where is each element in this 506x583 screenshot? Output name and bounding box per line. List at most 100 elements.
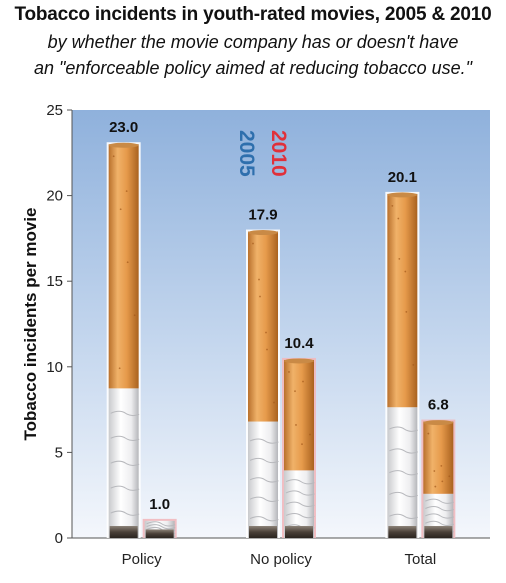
filter-speck — [309, 433, 311, 436]
paper-fold — [425, 506, 455, 512]
cigarette-filter — [284, 359, 314, 471]
filter-speck — [112, 155, 115, 158]
paper-fold — [249, 516, 279, 522]
cigarette-filter — [387, 193, 418, 408]
cigarette-graphic — [248, 230, 279, 538]
filter-speck — [391, 204, 394, 207]
filter-speck — [440, 464, 443, 467]
y-tick-label: 10 — [46, 359, 63, 376]
paper-fold — [146, 521, 176, 527]
paper-fold — [285, 479, 315, 485]
filter-speck — [265, 331, 267, 334]
cigarette-ash — [285, 526, 313, 538]
paper-fold — [110, 410, 140, 417]
y-axis-label: Tobacco incidents per movie — [21, 207, 40, 440]
cigarette-graphic — [144, 520, 176, 538]
chart-subtitle-line-1: by whether the movie company has or does… — [47, 32, 459, 52]
filter-speck — [252, 242, 254, 245]
filter-speck — [398, 257, 401, 260]
paper-fold — [110, 460, 140, 466]
filter-speck — [433, 470, 436, 472]
filter-speck — [118, 367, 121, 370]
filter-speck — [266, 348, 268, 351]
cigarette-filter — [423, 421, 454, 494]
filter-tip — [284, 358, 314, 364]
y-tick-label: 5 — [55, 444, 63, 461]
cigarette-filter — [108, 144, 139, 389]
paper-fold — [110, 485, 140, 491]
filter-speck — [302, 380, 304, 383]
paper-fold — [389, 513, 419, 519]
paper-fold — [110, 510, 140, 516]
data-label: 17.9 — [248, 207, 277, 224]
paper-fold — [425, 513, 455, 519]
paper-fold — [285, 512, 315, 519]
data-label: 10.4 — [284, 335, 314, 352]
cigarette-graphic — [387, 192, 419, 538]
paper-fold — [389, 470, 419, 476]
cigarette-ash — [388, 526, 417, 538]
paper-fold — [249, 496, 279, 502]
filter-speck — [412, 363, 415, 366]
filter-tip — [108, 142, 139, 148]
paper-fold — [249, 477, 279, 483]
filter-tip — [387, 192, 418, 198]
filter-speck — [397, 217, 400, 220]
cigarette-paper — [248, 421, 278, 538]
filter-speck — [434, 485, 437, 488]
chart-subtitle-line-2: an "enforceable policy aimed at reducing… — [33, 58, 473, 78]
filter-speck — [259, 295, 261, 298]
paper-fold — [146, 524, 176, 530]
cigarette-ash — [109, 526, 138, 538]
legend-entry-2005: 2005 — [235, 130, 258, 177]
paper-fold — [249, 438, 279, 444]
x-tick-label: Total — [404, 551, 436, 568]
cigarette-ash — [145, 529, 174, 538]
chart-title: Tobacco incidents in youth-rated movies,… — [14, 4, 492, 25]
paper-fold — [389, 448, 419, 454]
filter-speck — [441, 480, 444, 483]
cigarette-paper — [387, 407, 418, 538]
cigarette-ash — [424, 526, 453, 538]
filter-speck — [288, 371, 290, 373]
cigarette-paper — [108, 388, 139, 538]
filter-speck — [125, 190, 128, 193]
filter-speck — [294, 390, 296, 393]
filter-speck — [404, 270, 407, 273]
paper-fold — [249, 457, 279, 464]
data-label: 20.1 — [388, 169, 417, 186]
filter-speck — [133, 314, 136, 317]
filter-speck — [119, 208, 122, 211]
paper-fold — [425, 520, 455, 527]
data-label: 23.0 — [109, 119, 138, 136]
x-tick-label: Policy — [122, 551, 163, 568]
filter-speck — [273, 401, 275, 404]
paper-fold — [285, 501, 315, 507]
y-tick-label: 0 — [55, 530, 63, 547]
paper-fold — [110, 435, 140, 442]
cigarette-graphic — [108, 142, 140, 538]
cigarette-filter — [248, 231, 278, 422]
y-tick-label: 20 — [46, 188, 63, 205]
filter-speck — [258, 278, 260, 281]
data-label: 6.8 — [428, 397, 449, 414]
filter-speck — [427, 432, 430, 435]
filter-speck — [301, 443, 303, 446]
paper-fold — [425, 498, 455, 504]
filter-tip — [248, 230, 278, 236]
y-tick-label: 15 — [46, 273, 63, 290]
cigarette-graphic — [284, 358, 315, 538]
x-tick-label: No policy — [250, 551, 312, 568]
legend-entry-2010: 2010 — [267, 130, 290, 177]
plot-area — [72, 110, 490, 538]
filter-speck — [126, 261, 129, 264]
filter-tip — [423, 420, 454, 426]
paper-fold — [389, 426, 419, 432]
y-tick-label: 25 — [46, 102, 63, 119]
data-label: 1.0 — [149, 496, 170, 513]
filter-speck — [405, 310, 408, 313]
filter-speck — [448, 475, 451, 478]
cigarette-graphic — [423, 420, 455, 538]
filter-speck — [295, 424, 297, 426]
